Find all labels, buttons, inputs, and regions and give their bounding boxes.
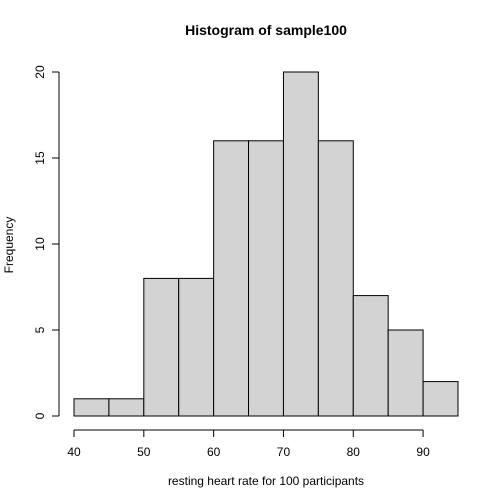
x-tick-label: 50 [137,445,151,459]
x-tick-label: 40 [67,445,81,459]
y-tick-label: 20 [33,65,47,79]
x-axis: 40 50 60 70 80 90 [67,429,430,459]
x-tick-label: 90 [416,445,430,459]
histogram-bar [108,398,145,417]
y-axis: 0 5 10 15 20 [33,65,60,419]
y-axis-label: Frequency [2,217,16,274]
bars-group [73,71,459,417]
histogram-bar [143,277,180,417]
chart-title: Histogram of sample100 [185,22,347,38]
y-tick-label: 15 [33,151,47,165]
histogram-bar [422,381,459,417]
x-tick-label: 80 [347,445,361,459]
x-tick-label: 70 [277,445,291,459]
x-tick-label: 60 [207,445,221,459]
histogram-bar [248,140,284,417]
histogram-bar [178,277,215,417]
y-tick-label: 5 [33,326,47,333]
y-tick-label: 10 [33,237,47,251]
histogram-bar [387,329,424,417]
histogram-bar [213,140,250,417]
histogram-bar [317,140,354,417]
histogram-bar [352,295,389,417]
y-tick-label: 0 [33,412,47,419]
histogram-bar [73,398,110,417]
x-axis-label: resting heart rate for 100 participants [168,474,364,488]
histogram-bar [282,71,319,417]
